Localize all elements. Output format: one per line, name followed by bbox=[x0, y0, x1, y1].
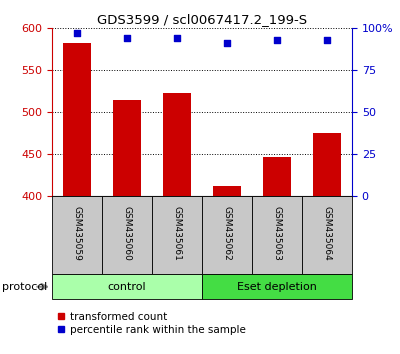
Bar bbox=[102, 196, 152, 274]
Point bbox=[124, 35, 130, 41]
Point bbox=[274, 37, 280, 43]
Legend: transformed count, percentile rank within the sample: transformed count, percentile rank withi… bbox=[57, 312, 246, 335]
Bar bbox=[202, 274, 352, 299]
Text: GSM435063: GSM435063 bbox=[272, 206, 282, 261]
Point bbox=[324, 37, 330, 43]
Text: GSM435060: GSM435060 bbox=[122, 206, 132, 261]
Bar bbox=[52, 274, 202, 299]
Text: GSM435061: GSM435061 bbox=[172, 206, 182, 261]
Title: GDS3599 / scl0067417.2_199-S: GDS3599 / scl0067417.2_199-S bbox=[97, 13, 307, 26]
Bar bbox=[313, 133, 341, 196]
Point bbox=[74, 30, 80, 36]
Bar bbox=[113, 100, 141, 196]
Bar bbox=[63, 42, 91, 196]
Bar bbox=[202, 196, 252, 274]
Bar bbox=[302, 196, 352, 274]
Text: control: control bbox=[108, 282, 146, 292]
Bar bbox=[263, 157, 291, 196]
Bar bbox=[213, 186, 241, 196]
Point bbox=[174, 35, 180, 41]
Text: GSM435062: GSM435062 bbox=[222, 206, 232, 261]
Point bbox=[224, 41, 230, 46]
Text: protocol: protocol bbox=[2, 282, 47, 292]
Bar bbox=[163, 93, 191, 196]
Text: GSM435059: GSM435059 bbox=[72, 206, 82, 261]
Bar bbox=[152, 196, 202, 274]
Text: Eset depletion: Eset depletion bbox=[237, 282, 317, 292]
Text: GSM435064: GSM435064 bbox=[322, 206, 332, 261]
Bar bbox=[52, 196, 102, 274]
Bar bbox=[252, 196, 302, 274]
